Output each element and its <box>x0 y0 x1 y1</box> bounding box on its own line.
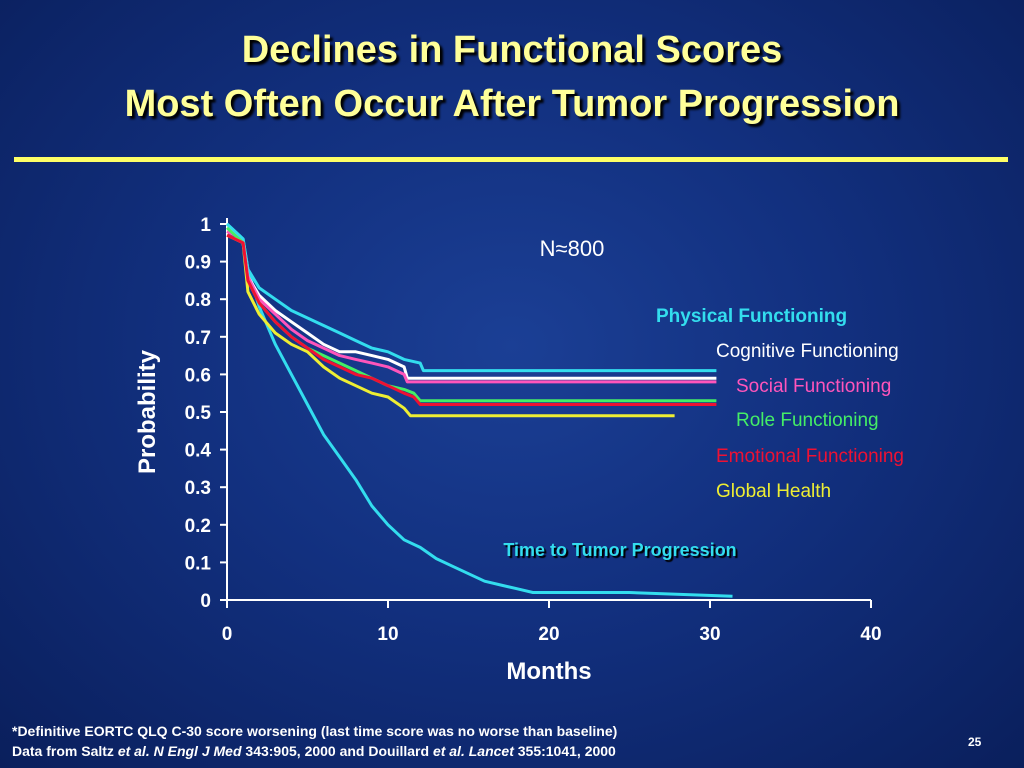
legend-label-global-health: Global Health <box>716 481 831 502</box>
footnote-sources: Data from Saltz et al. N Engl J Med 343:… <box>12 743 616 759</box>
x-tick-label: 10 <box>377 624 398 645</box>
y-tick-label: 0.5 <box>185 403 212 424</box>
footnote-source-text-1: Data from Saltz <box>12 743 118 759</box>
y-tick-label: 0.8 <box>185 290 211 311</box>
footnote-source-text-2: 343:905, 2000 and Douillard <box>241 743 433 759</box>
sample-size-annotation: N≈800 <box>540 236 605 261</box>
legend-label-physical-functioning: Physical Functioning <box>656 306 847 327</box>
footnote-definition: *Definitive EORTC QLQ C-30 score worseni… <box>12 723 618 739</box>
title-divider <box>14 157 1008 162</box>
y-tick-label: 0.3 <box>185 478 211 499</box>
x-tick-label: 30 <box>699 624 720 645</box>
footnote-source-journal-2: et al. Lancet <box>432 743 514 759</box>
page-number: 25 <box>968 735 982 749</box>
series-line-social-functioning <box>226 230 717 384</box>
x-axis-label: Months <box>506 658 591 685</box>
y-tick-label: 0.9 <box>185 253 211 274</box>
y-tick-label: 0.6 <box>185 365 211 386</box>
y-tick-label: 0.7 <box>185 328 211 349</box>
footnote-source-journal-1: et al. N Engl J Med <box>117 743 242 759</box>
series-line-time-to-tumor-progression <box>225 222 733 598</box>
series-line-emotional-functioning <box>226 233 717 406</box>
y-tick-label: 0.4 <box>185 441 212 462</box>
y-tick-label: 0.1 <box>185 553 212 574</box>
legend-label-emotional-functioning: Emotional Functioning <box>716 446 904 467</box>
slide-title-line-1: Declines in Functional Scores <box>241 29 783 71</box>
y-tick-label: 1 <box>200 215 211 236</box>
legend-label-social-functioning: Social Functioning <box>736 376 891 397</box>
legend-label-time-to-tumor-progression: Time to Tumor Progression <box>503 540 736 560</box>
series-line-global-health <box>226 233 675 418</box>
legend-label-cognitive-functioning: Cognitive Functioning <box>716 341 899 362</box>
footnote-source-text-3: 355:1041, 2000 <box>513 743 616 759</box>
y-tick-label: 0 <box>200 591 211 612</box>
y-axis-label: Probability <box>134 349 161 474</box>
y-tick-label: 0.2 <box>185 516 211 537</box>
x-tick-label: 0 <box>222 624 233 645</box>
x-tick-label: 40 <box>860 624 881 645</box>
x-tick-label: 20 <box>538 624 559 645</box>
legend-label-role-functioning: Role Functioning <box>736 410 879 431</box>
series-line-cognitive-functioning <box>225 226 717 380</box>
slide-title-line-2: Most Often Occur After Tumor Progression <box>124 83 900 125</box>
